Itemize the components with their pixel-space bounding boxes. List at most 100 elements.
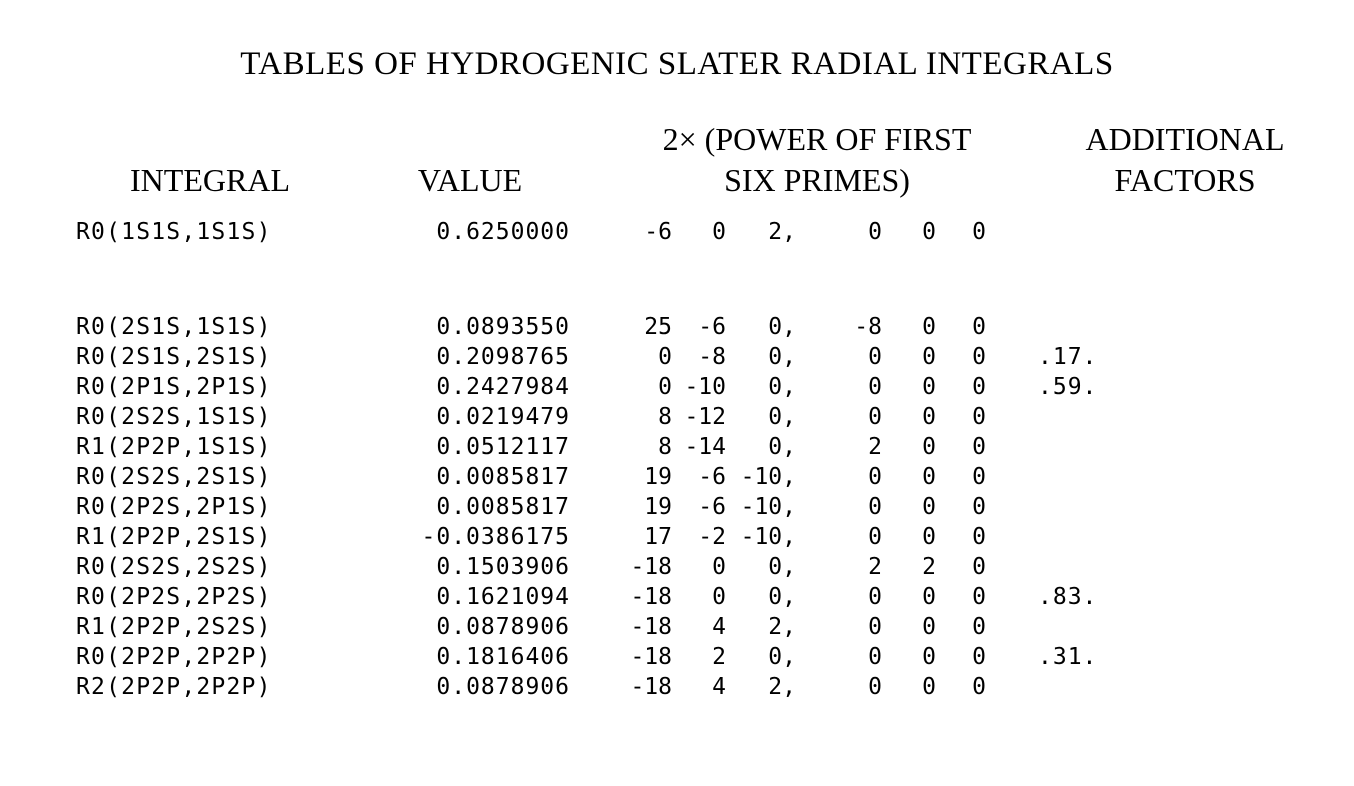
prime-power-cell: 0 (868, 219, 882, 245)
header-value: VALUE (380, 160, 560, 201)
prime-power-cell: 0 (868, 524, 882, 550)
table-row: R0(2P1S,2P1S) 0.2427984 0 -10 0, 0 0 0 .59. (0, 374, 1354, 404)
prime-power-cell: -2 (698, 524, 726, 550)
prime-power-cell: 0 (868, 344, 882, 370)
header-prime-powers-line2: SIX PRIMES) (724, 162, 910, 198)
prime-power-cell: 0 (868, 584, 882, 610)
prime-power-cell: 0, (768, 344, 796, 370)
prime-power-cell: 0 (972, 524, 986, 550)
prime-power-cell: 0 (922, 219, 936, 245)
table-row: R2(2P2P,2P2P) 0.0878906 -18 4 2, 0 0 0 (0, 674, 1354, 704)
prime-power-cell: 0 (972, 434, 986, 460)
prime-power-cell: 0 (972, 219, 986, 245)
prime-power-cell: -18 (630, 584, 672, 610)
prime-power-cell: -10, (740, 494, 796, 520)
value-cell: 0.2427984 (436, 374, 570, 400)
prime-power-cell: 0 (972, 614, 986, 640)
prime-power-cell: 8 (658, 434, 672, 460)
prime-power-cell: 0 (922, 524, 936, 550)
prime-power-cell: -6 (698, 464, 726, 490)
value-cell: 0.0085817 (436, 494, 570, 520)
prime-power-cell: 0, (768, 404, 796, 430)
prime-power-cell: 4 (712, 614, 726, 640)
prime-power-cell: 0, (768, 434, 796, 460)
integral-cell: R0(2P1S,2P1S) (76, 374, 272, 400)
header-additional-factors: ADDITIONAL FACTORS (1040, 119, 1330, 201)
integral-cell: R0(2S2S,2S2S) (76, 554, 272, 580)
prime-power-cell: 0 (972, 644, 986, 670)
prime-power-cell: 0 (658, 374, 672, 400)
prime-power-cell: -10, (740, 464, 796, 490)
prime-power-cell: 19 (644, 494, 672, 520)
prime-power-cell: 17 (644, 524, 672, 550)
table-row: R0(2P2P,2P2P) 0.1816406 -18 2 0, 0 0 0 .31. (0, 644, 1354, 674)
prime-power-cell: -10 (684, 374, 726, 400)
value-cell: 0.1816406 (436, 644, 570, 670)
prime-power-cell: 0 (868, 464, 882, 490)
prime-power-cell: 0 (972, 464, 986, 490)
value-cell: 0.1503906 (436, 554, 570, 580)
prime-power-cell: -18 (630, 644, 672, 670)
integral-cell: R1(2P2P,1S1S) (76, 434, 272, 460)
prime-power-cell: -18 (630, 554, 672, 580)
additional-factor-cell: .31. (1038, 644, 1098, 670)
value-cell: 0.0219479 (436, 404, 570, 430)
prime-power-cell: -8 (854, 314, 882, 340)
integral-cell: R0(2S1S,2S1S) (76, 344, 272, 370)
prime-power-cell: 2 (712, 644, 726, 670)
prime-power-cell: -18 (630, 674, 672, 700)
prime-power-cell: 0 (972, 554, 986, 580)
prime-power-cell: 0, (768, 584, 796, 610)
prime-power-cell: 0 (972, 584, 986, 610)
prime-power-cell: 0 (922, 614, 936, 640)
prime-power-cell: 0, (768, 644, 796, 670)
value-cell: 0.0512117 (436, 434, 570, 460)
prime-power-cell: 0 (868, 614, 882, 640)
table-row: R0(2S1S,2S1S) 0.2098765 0 -8 0, 0 0 0 .17. (0, 344, 1354, 374)
prime-power-cell: -6 (698, 494, 726, 520)
table-row: R0(2S2S,2S1S) 0.0085817 19 -6 -10, 0 0 0 (0, 464, 1354, 494)
prime-power-cell: 0 (712, 584, 726, 610)
prime-power-cell: -8 (698, 344, 726, 370)
prime-power-cell: 0 (972, 674, 986, 700)
additional-factor-cell: .17. (1038, 344, 1098, 370)
prime-power-cell: 4 (712, 674, 726, 700)
integral-cell: R1(2P2P,2S2S) (76, 614, 272, 640)
prime-power-cell: 0 (972, 344, 986, 370)
prime-power-cell: 0 (868, 644, 882, 670)
prime-power-cell: -18 (630, 614, 672, 640)
prime-power-cell: 2, (768, 219, 796, 245)
value-cell: 0.0878906 (436, 614, 570, 640)
prime-power-cell: 0 (922, 374, 936, 400)
prime-power-cell: 0 (922, 644, 936, 670)
integral-cell: R1(2P2P,2S1S) (76, 524, 272, 550)
prime-power-cell: 0 (972, 314, 986, 340)
prime-power-cell: 0 (972, 404, 986, 430)
integral-cell: R0(1S1S,1S1S) (76, 219, 272, 245)
table-row: R0(1S1S,1S1S) 0.6250000 -6 0 2, 0 0 0 (0, 219, 1354, 249)
table-row: R0(2P2S,2P1S) 0.0085817 19 -6 -10, 0 0 0 (0, 494, 1354, 524)
prime-power-cell: 0 (658, 344, 672, 370)
header-prime-powers-line1: 2× (POWER OF FIRST (662, 121, 972, 157)
prime-power-cell: 2 (868, 434, 882, 460)
prime-power-cell: 0 (922, 434, 936, 460)
header-integral-label: INTEGRAL (130, 162, 290, 198)
table-row: R0(2S1S,1S1S) 0.0893550 25 -6 0, -8 0 0 (0, 314, 1354, 344)
table-row: R0(2S2S,1S1S) 0.0219479 8 -12 0, 0 0 0 (0, 404, 1354, 434)
header-integral: INTEGRAL (100, 160, 320, 201)
integral-cell: R0(2P2S,2P2S) (76, 584, 272, 610)
header-additional-line1: ADDITIONAL (1085, 121, 1285, 157)
value-cell: 0.0085817 (436, 464, 570, 490)
value-cell: 0.0878906 (436, 674, 570, 700)
prime-power-cell: 2 (868, 554, 882, 580)
prime-power-cell: 0 (922, 674, 936, 700)
prime-power-cell: 0, (768, 374, 796, 400)
prime-power-cell: -10, (740, 524, 796, 550)
prime-power-cell: 0 (922, 464, 936, 490)
header-additional-line2: FACTORS (1114, 162, 1256, 198)
value-cell: 0.1621094 (436, 584, 570, 610)
prime-power-cell: 19 (644, 464, 672, 490)
prime-power-cell: 0 (972, 374, 986, 400)
integral-cell: R0(2S1S,1S1S) (76, 314, 272, 340)
prime-power-cell: 0 (868, 404, 882, 430)
